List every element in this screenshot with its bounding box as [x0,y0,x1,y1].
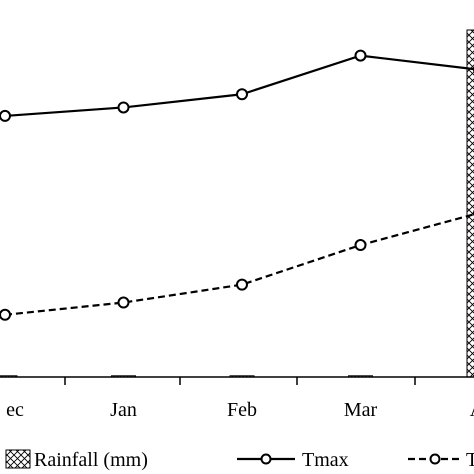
x-tick-label-apr: A [470,399,474,421]
point-tmin-mar [354,239,367,252]
x-tick-label-feb: Feb [227,399,257,421]
legend-marker-tmin [429,453,441,465]
x-tick-label-dec: ec [6,399,24,421]
point-tmin-feb [236,278,248,291]
x-axis-tick-labels: ec Jan Feb Mar A [6,399,474,421]
legend-marker-tmax [260,453,272,465]
bar-rainfall-mm-apr [466,29,474,378]
legend-swatch-rainfall [5,449,31,469]
x-axis-ticks [64,377,416,385]
line-tmin [4,213,474,316]
legend-label-rainfall: Rainfall (mm) [34,449,148,471]
series-markers [0,49,474,321]
x-tick-label-jan: Jan [110,399,137,421]
x-tick-label-mar: Mar [344,399,378,421]
point-tmin-dec [0,308,11,321]
line-tmax [4,54,474,118]
point-tmax-mar [354,49,367,62]
rainfall-bars [0,29,474,378]
point-tmax-dec [0,109,11,122]
point-tmax-feb [236,88,248,101]
legend-label-tmin: Tm [466,449,474,471]
legend: Rainfall (mm) Tmax Tm [5,449,474,471]
point-tmax-jan [117,101,130,114]
point-tmin-jan [117,296,130,309]
legend-label-tmax: Tmax [302,449,349,471]
